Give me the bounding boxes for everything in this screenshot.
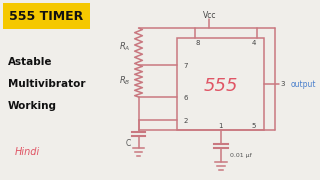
Text: Multivibrator: Multivibrator (8, 79, 85, 89)
Text: $R_A$: $R_A$ (119, 40, 131, 53)
Text: 7: 7 (183, 63, 188, 69)
Text: 1: 1 (219, 123, 223, 129)
Text: 555: 555 (204, 77, 238, 95)
Bar (177, 38, 264, 130)
Text: 5: 5 (252, 123, 256, 129)
Text: 555 TIMER: 555 TIMER (9, 10, 84, 22)
Text: 8: 8 (196, 40, 200, 46)
Text: Working: Working (8, 101, 57, 111)
Text: 6: 6 (183, 95, 188, 101)
Text: Astable: Astable (8, 57, 52, 67)
Text: C: C (125, 140, 131, 148)
Bar (3, 3, 90, 29)
Text: Hindi: Hindi (14, 147, 40, 157)
Text: Vcc: Vcc (203, 10, 216, 19)
Text: $R_B$: $R_B$ (119, 75, 131, 87)
Text: output: output (291, 80, 316, 89)
Text: 0.01 µf: 0.01 µf (229, 154, 251, 159)
Text: 2: 2 (183, 118, 188, 124)
Text: 3: 3 (280, 81, 284, 87)
Text: 4: 4 (252, 40, 256, 46)
